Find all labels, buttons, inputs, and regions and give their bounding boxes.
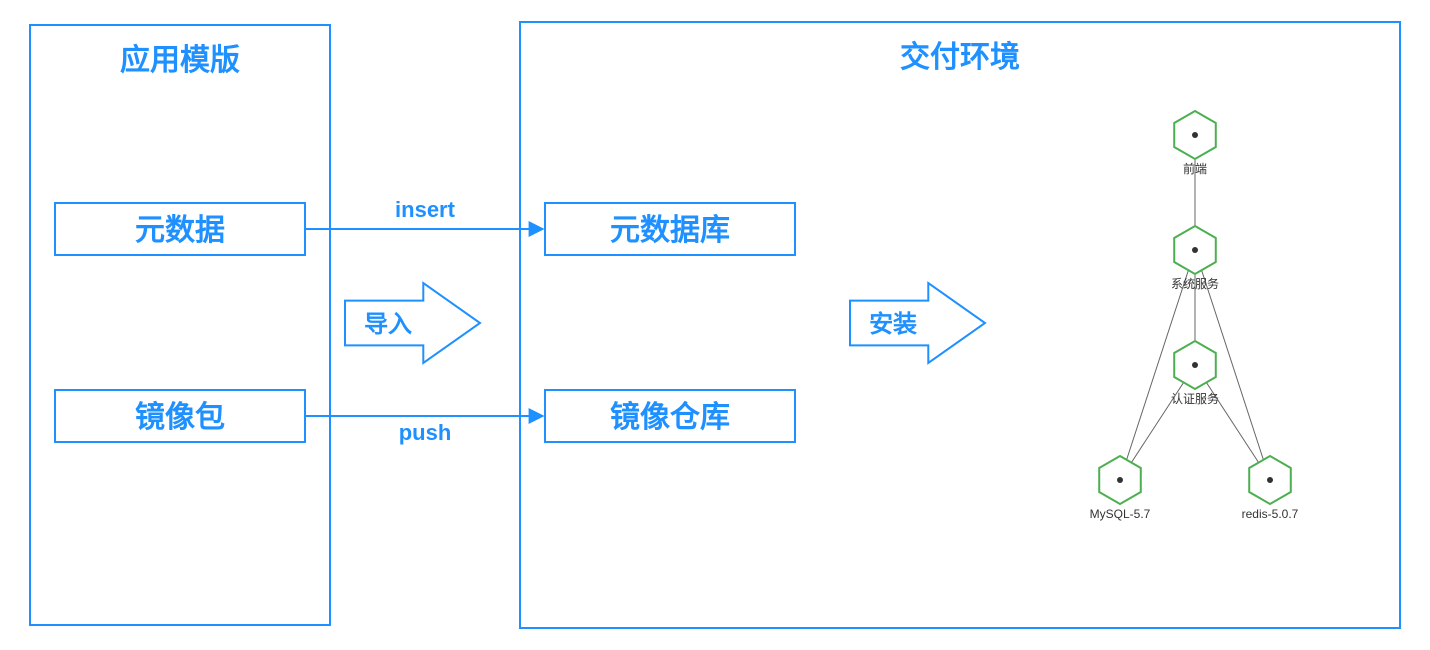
hex-node-label-frontend: 前端 xyxy=(1183,161,1207,176)
hex-node-dot-frontend xyxy=(1192,132,1198,138)
hex-node-dot-mysql xyxy=(1117,477,1123,483)
arrow-label-meta-metadb: insert xyxy=(395,197,456,222)
big-arrow-label-import: 导入 xyxy=(364,311,412,338)
hex-node-label-mysql: MySQL-5.7 xyxy=(1090,507,1151,521)
container-tpl xyxy=(30,25,330,625)
hex-node-dot-sys xyxy=(1192,247,1198,253)
container-title-env: 交付环境 xyxy=(900,40,1020,74)
hex-node-label-redis: redis-5.0.7 xyxy=(1242,507,1299,521)
box-label-metadb: 元数据库 xyxy=(610,214,730,247)
hex-node-dot-redis xyxy=(1267,477,1273,483)
hex-node-label-auth: 认证服务 xyxy=(1171,391,1219,406)
hex-node-dot-auth xyxy=(1192,362,1198,368)
arrow-label-imgpkg-imgrepo: push xyxy=(399,420,452,445)
box-label-meta: 元数据 xyxy=(135,214,225,247)
big-arrow-label-install: 安装 xyxy=(869,310,917,338)
container-title-tpl: 应用模版 xyxy=(120,43,240,77)
box-label-imgrepo: 镜像仓库 xyxy=(610,400,730,434)
diagram-canvas: 应用模版交付环境 insertpush 元数据镜像包元数据库镜像仓库 导入安装 … xyxy=(0,0,1430,650)
box-label-imgpkg: 镜像包 xyxy=(135,400,225,434)
hex-node-label-sys: 系统服务 xyxy=(1171,276,1219,291)
